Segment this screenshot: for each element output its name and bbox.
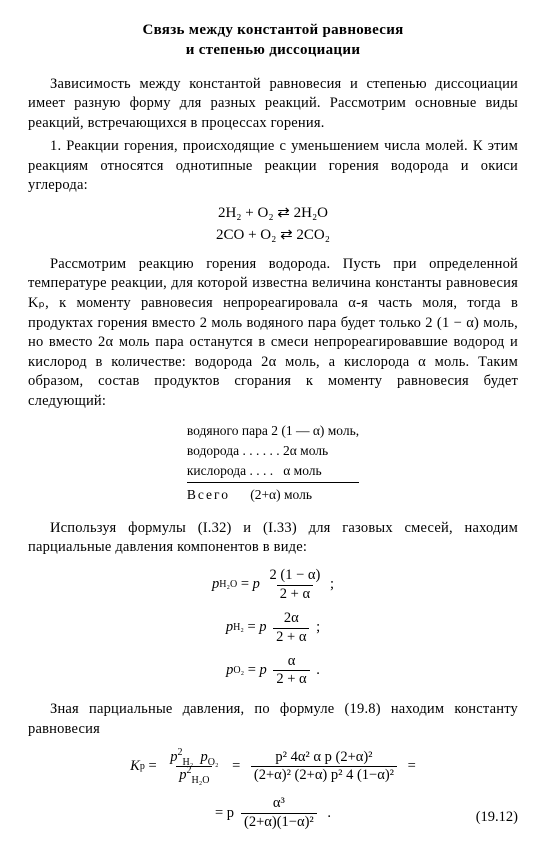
title-line-1: Связь между константой равновесия bbox=[142, 22, 403, 38]
moles-row-h2: водорода . . . . . . 2α моль bbox=[187, 441, 359, 461]
moles-total: Всего (2+α) моль bbox=[187, 485, 359, 505]
paragraph-derivation: Рассмотрим реакцию горения водорода. Пус… bbox=[28, 255, 518, 412]
title-line-2: и степенью диссоциации bbox=[186, 42, 361, 58]
moles-table: водяного пара 2 (1 — α) моль, водорода .… bbox=[187, 421, 359, 504]
kp-equation-line1: Kp = p2H₂ pO₂ p2H₂O = p² 4α² α p (2+α)² … bbox=[28, 748, 518, 787]
moles-total-value: (2+α) моль bbox=[250, 487, 312, 502]
section-title: Связь между константой равновесия и степ… bbox=[28, 20, 518, 61]
paragraph-case1: 1. Реакции горения, происходящие с умень… bbox=[28, 137, 518, 196]
moles-row-h2o: водяного пара 2 (1 — α) моль, bbox=[187, 421, 359, 441]
reaction-h2: 2H₂ + O₂ ⇄ 2H₂O bbox=[28, 202, 518, 225]
reaction-co: 2CO + O₂ ⇄ 2CO₂ bbox=[28, 224, 518, 247]
equation-number: (19.12) bbox=[476, 808, 518, 828]
moles-total-label: Всего bbox=[187, 487, 230, 502]
pp-h2o: pH₂O = p 2 (1 − α)2 + α ; bbox=[28, 568, 518, 603]
kp-equation-line2: = p α³ (2+α)(1−α)² . bbox=[28, 794, 518, 833]
reaction-equations: 2H₂ + O₂ ⇄ 2H₂O 2CO + O₂ ⇄ 2CO₂ bbox=[28, 202, 518, 247]
partial-pressure-formulas: pH₂O = p 2 (1 − α)2 + α ; pH₂ = p 2α2 + … bbox=[28, 568, 518, 689]
paragraph-partial-pressures: Используя формулы (I.32) и (I.33) для га… bbox=[28, 519, 518, 558]
paragraph-kp: Зная парциальные давления, по формуле (1… bbox=[28, 700, 518, 739]
pp-o2: pO₂ = p α2 + α . bbox=[28, 654, 518, 689]
pp-h2: pH₂ = p 2α2 + α ; bbox=[28, 611, 518, 646]
moles-rule bbox=[187, 482, 359, 483]
paragraph-intro: Зависимость между константой равновесия … bbox=[28, 75, 518, 134]
kp-equation-block: Kp = p2H₂ pO₂ p2H₂O = p² 4α² α p (2+α)² … bbox=[28, 748, 518, 834]
moles-row-o2: кислорода . . . . α моль bbox=[187, 461, 359, 481]
